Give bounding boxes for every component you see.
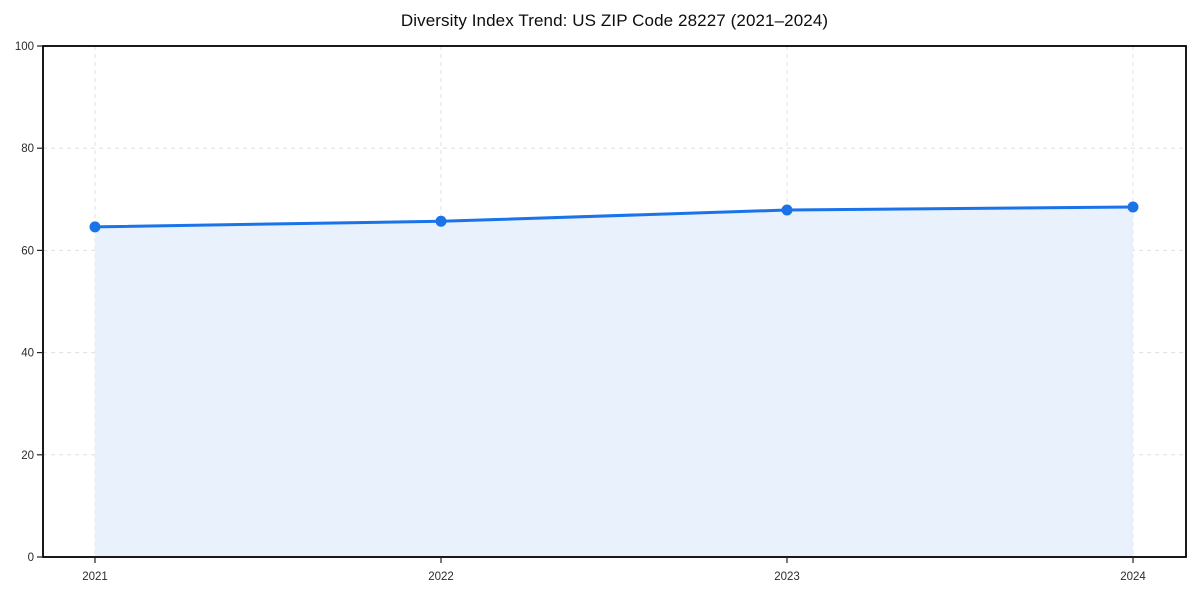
y-tick-label: 100 <box>15 41 34 53</box>
area-fill <box>95 206 1133 557</box>
y-tick-label: 0 <box>28 552 34 564</box>
data-point-marker <box>781 204 793 216</box>
chart-title: Diversity Index Trend: US ZIP Code 28227… <box>400 11 829 30</box>
data-point-marker <box>435 215 447 227</box>
y-tick-label: 80 <box>21 143 34 155</box>
y-tick-label: 60 <box>21 245 34 257</box>
data-point-marker <box>89 221 101 233</box>
x-tick-label: 2021 <box>82 571 108 583</box>
data-point-marker <box>1127 201 1139 213</box>
trend-line <box>93 205 1135 229</box>
x-tick-label: 2023 <box>774 571 800 583</box>
y-tick-label: 20 <box>21 450 34 462</box>
plot-border <box>42 45 1187 558</box>
x-tick-label: 2022 <box>428 571 454 583</box>
y-tick-label: 40 <box>21 348 34 360</box>
x-tick-label: 2024 <box>1120 571 1146 583</box>
